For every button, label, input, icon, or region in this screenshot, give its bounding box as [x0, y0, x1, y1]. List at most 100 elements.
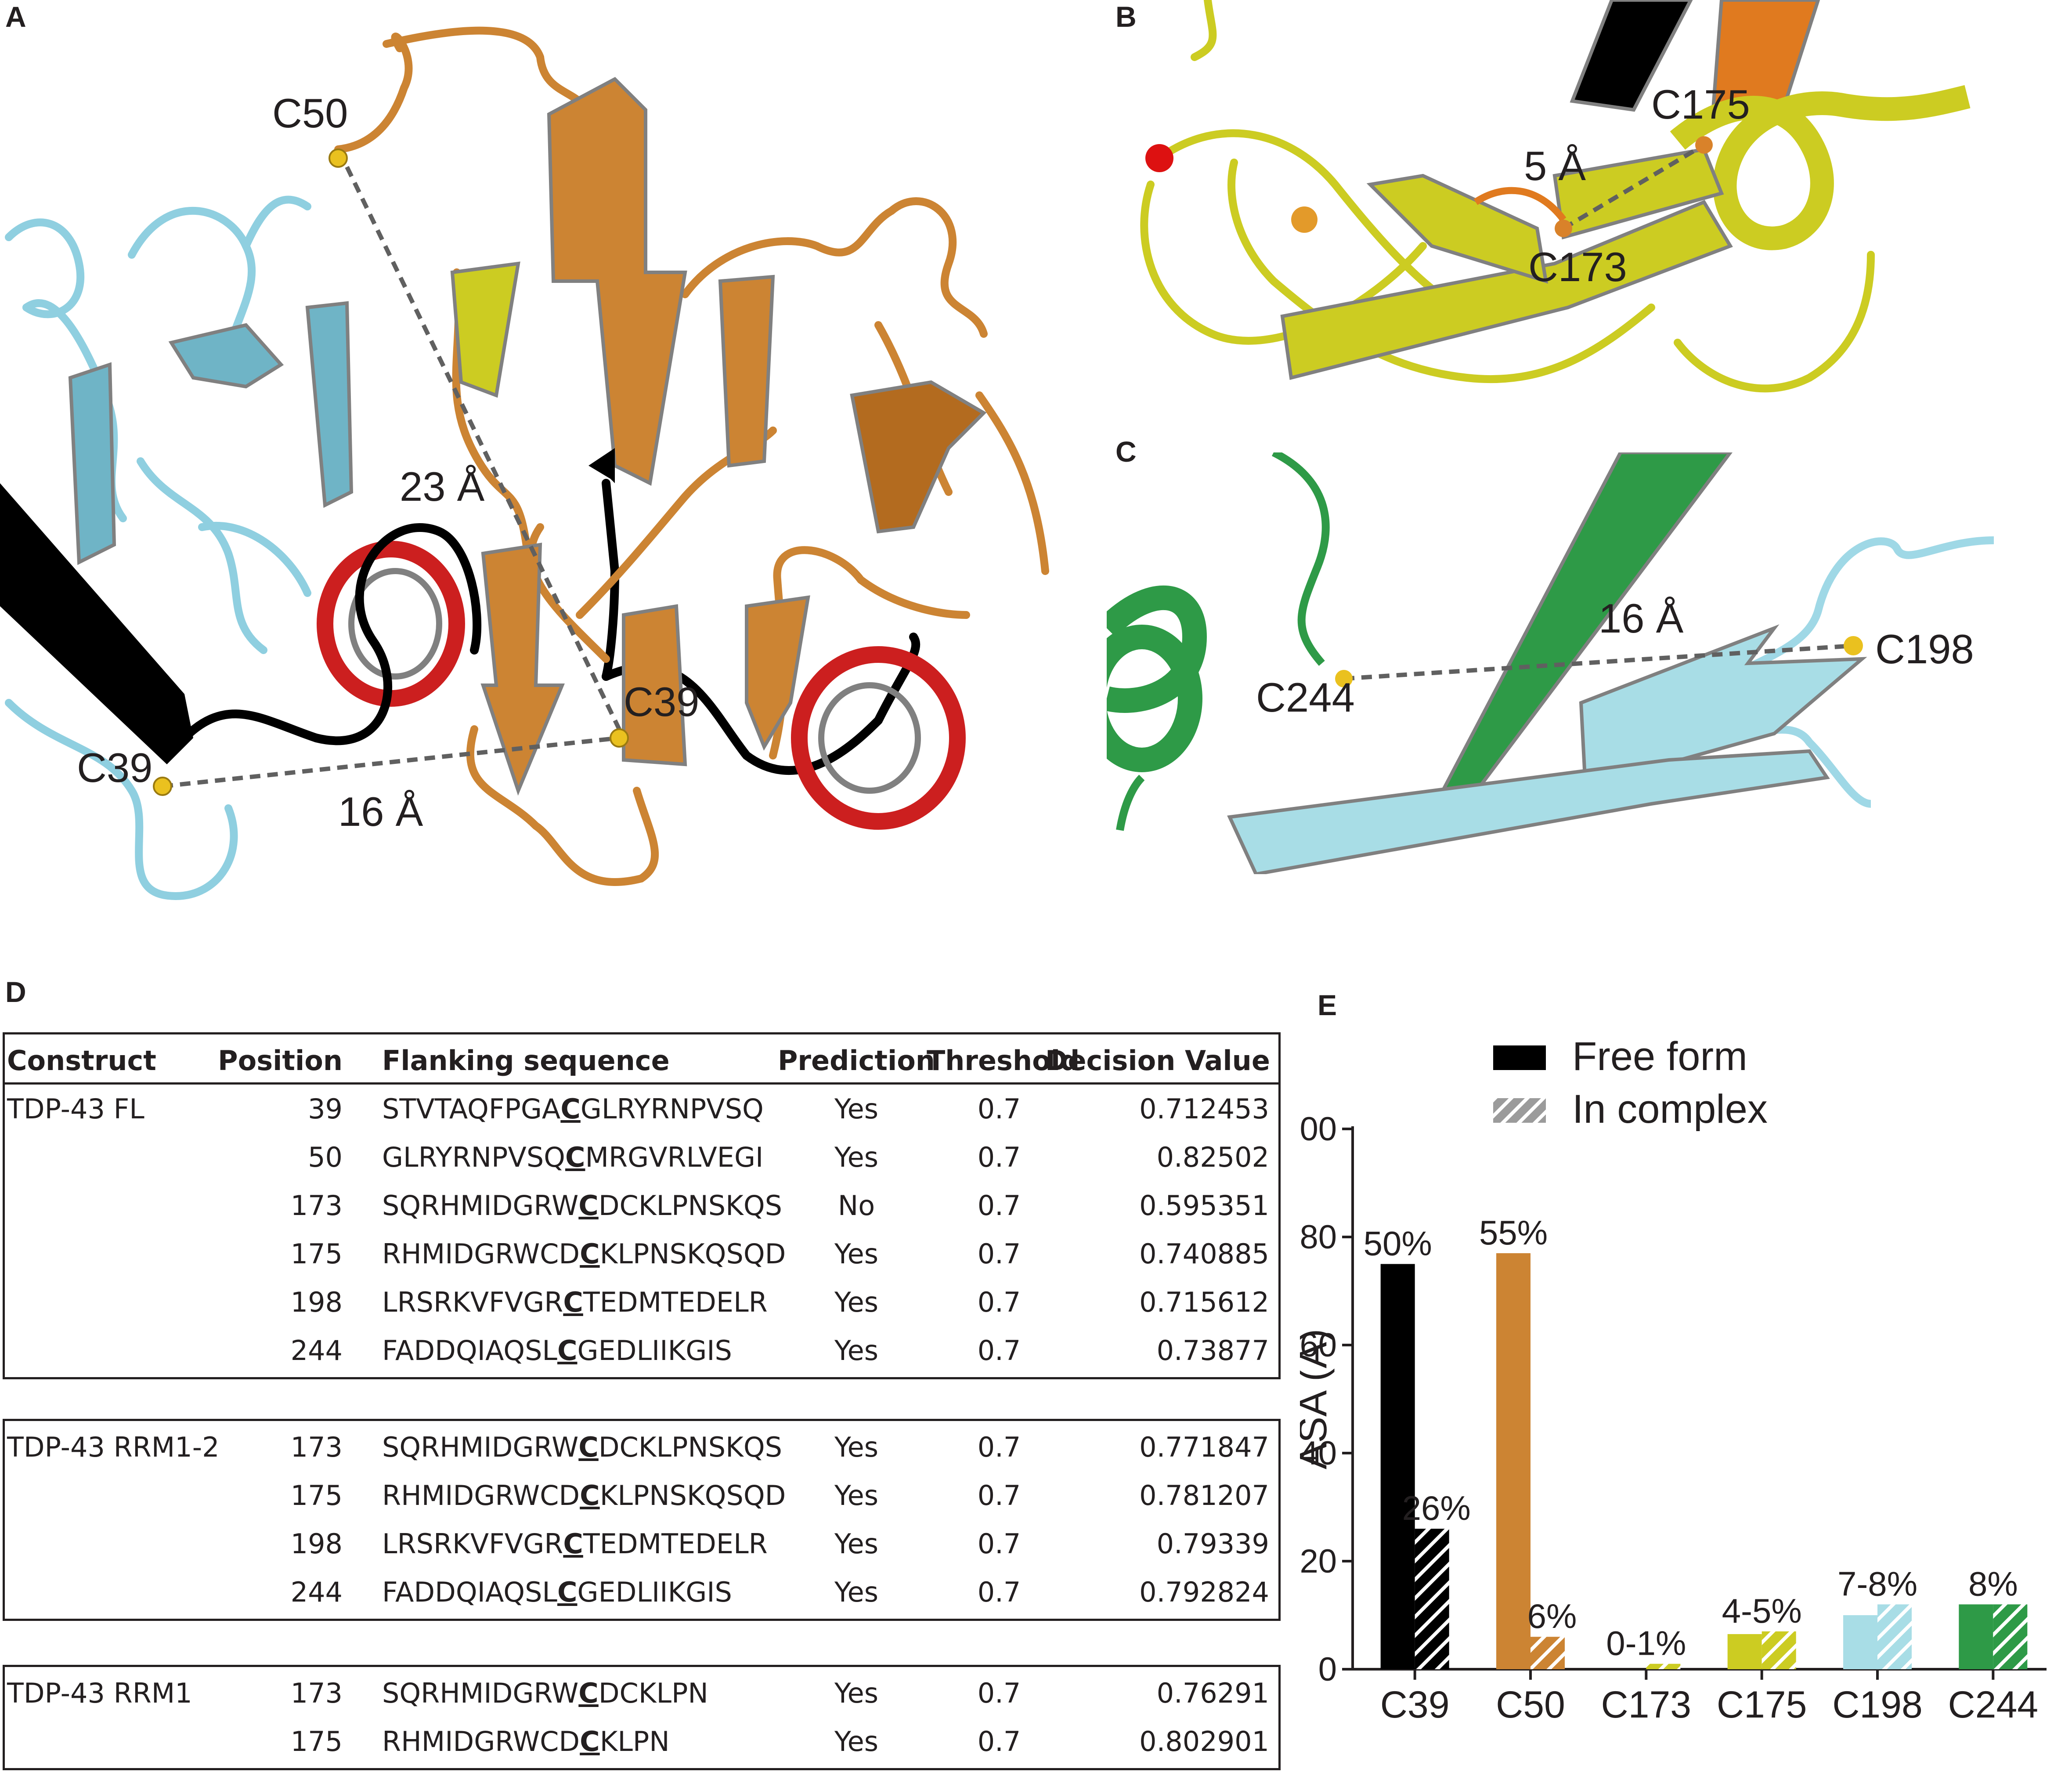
data-label: 7-8% — [1837, 1564, 1917, 1603]
legend-swatch-free-form — [1493, 1045, 1546, 1070]
prediction-cell: Yes — [834, 1141, 879, 1173]
table-group-box — [3, 1032, 1281, 1379]
decision-value-cell: 0.73877 — [1156, 1334, 1269, 1367]
panel-letter-d: D — [5, 976, 26, 1008]
decision-value-cell: 0.715612 — [1139, 1286, 1269, 1318]
yellow-sheets — [1280, 147, 1733, 380]
flanking-sequence-cell: RHMIDGRWCDCKLPNSKQSQD — [382, 1230, 786, 1278]
x-tick-label: C50 — [1496, 1684, 1565, 1726]
seq-cysteine: C — [557, 1334, 578, 1367]
prediction-cell: No — [837, 1190, 875, 1222]
threshold-cell: 0.7 — [977, 1479, 1021, 1512]
seq-cysteine: C — [557, 1576, 578, 1608]
c244-atom — [1335, 670, 1353, 687]
seq-suffix: DCKLPN — [598, 1677, 708, 1709]
seq-suffix: DCKLPNSKQS — [598, 1190, 782, 1222]
label-c244: C244 — [1256, 674, 1355, 720]
seq-suffix: KLPNSKQSQD — [599, 1238, 786, 1270]
bar-free-form — [1380, 1264, 1415, 1669]
decision-value-cell: 0.740885 — [1139, 1238, 1269, 1270]
legend-swatch-in-complex — [1493, 1098, 1546, 1123]
c175-atom — [1695, 136, 1713, 154]
distance-lines — [162, 166, 621, 788]
panel-letter-e: E — [1318, 989, 1337, 1021]
data-label: 26% — [1402, 1489, 1471, 1527]
y-tick-label: 20 — [1300, 1543, 1337, 1580]
construct-name: TDP-43 RRM1-2 — [7, 1431, 220, 1463]
position-cell: 244 — [290, 1576, 343, 1608]
position-cell: 198 — [290, 1286, 343, 1318]
seq-suffix: MRGVRLVEGI — [585, 1141, 764, 1173]
table-row: TDP-43 RRM1-2 173 SQRHMIDGRWCDCKLPNSKQS Yes… — [0, 1423, 1278, 1472]
y-tick-label: 60 — [1300, 1327, 1337, 1364]
bar-in-complex — [1762, 1631, 1796, 1669]
prediction-cell: Yes — [834, 1238, 879, 1270]
c173-atom — [1555, 220, 1572, 237]
seq-prefix: RHMIDGRWCD — [382, 1479, 580, 1512]
label-c173: C173 — [1528, 244, 1627, 290]
prediction-cell: Yes — [834, 1334, 879, 1367]
position-cell: 175 — [290, 1725, 343, 1758]
table-row: 175 RHMIDGRWCDCKLPN Yes 0.7 0.802901 — [0, 1718, 1278, 1766]
header-2: Flanking sequence — [382, 1045, 670, 1077]
table-row: 244 FADDQIAQSLCGEDLIIKGIS Yes 0.7 0.792824 — [0, 1568, 1278, 1616]
green-helix — [1107, 585, 1207, 772]
header-4: Threshold — [927, 1045, 1080, 1077]
threshold-cell: 0.7 — [977, 1190, 1021, 1222]
seq-suffix: TEDMTEDELR — [583, 1286, 768, 1318]
table-header-row: Construct Position Flanking sequence Predic… — [0, 1037, 1278, 1085]
decision-value-cell: 0.76291 — [1156, 1677, 1269, 1709]
flanking-sequence-cell: RHMIDGRWCDCKLPNSKQSQD — [382, 1472, 786, 1520]
rrm1-cyan-sheets — [0, 301, 354, 764]
position-cell: 50 — [308, 1141, 343, 1173]
y-tick-label: 0 — [1318, 1651, 1337, 1688]
y-tick-label: 40 — [1300, 1435, 1337, 1472]
bar-in-complex — [1877, 1604, 1912, 1669]
panel-c-structure: C244 C198 16 Å — [1107, 452, 1994, 874]
orange-atom — [1291, 206, 1318, 233]
distance-line-c — [1343, 644, 1854, 681]
label-16a: 16 Å — [338, 788, 423, 835]
decision-value-cell: 0.712453 — [1139, 1093, 1269, 1125]
rrm2-helix — [791, 646, 966, 830]
x-tick-label: C39 — [1380, 1684, 1450, 1726]
prediction-cell: Yes — [834, 1528, 879, 1560]
header-divider — [3, 1082, 1281, 1085]
position-cell: 173 — [290, 1677, 343, 1709]
data-label: 6% — [1527, 1597, 1577, 1635]
prediction-cell: Yes — [834, 1479, 879, 1512]
position-cell: 175 — [290, 1479, 343, 1512]
legend-label-free-form: Free form — [1572, 1034, 1747, 1079]
table-row: 244 FADDQIAQSLCGEDLIIKGIS Yes 0.7 0.73877 — [0, 1327, 1278, 1375]
threshold-cell: 0.7 — [977, 1677, 1021, 1709]
x-tick-label: C198 — [1832, 1684, 1923, 1726]
bar-in-complex — [1531, 1637, 1565, 1669]
seq-cysteine: C — [565, 1141, 585, 1173]
seq-prefix: LRSRKVFVGR — [382, 1528, 563, 1560]
data-label: 0-1% — [1606, 1624, 1686, 1663]
bar-in-complex — [1415, 1529, 1449, 1669]
position-cell: 175 — [290, 1238, 343, 1270]
seq-suffix: TEDMTEDELR — [583, 1528, 768, 1560]
data-label: 8% — [1968, 1564, 2018, 1603]
flanking-sequence-cell: FADDQIAQSLCGEDLIIKGIS — [382, 1327, 732, 1375]
decision-value-cell: 0.792824 — [1139, 1576, 1269, 1608]
label-c175: C175 — [1651, 81, 1750, 127]
seq-cysteine: C — [560, 1093, 581, 1125]
panel-letter-b: B — [1115, 0, 1137, 33]
panel-a-structure: C50 C39 C39 23 Å 16 Å — [0, 26, 1049, 900]
red-atom — [1145, 144, 1173, 172]
data-label: 55% — [1479, 1213, 1548, 1252]
header-5: Decision Value — [1045, 1045, 1270, 1077]
seq-prefix: SQRHMIDGRW — [382, 1190, 579, 1222]
distance-line-b — [1562, 143, 1705, 231]
seq-cysteine: C — [580, 1725, 600, 1758]
table-row: 198 LRSRKVFVGRCTEDMTEDELR Yes 0.7 0.79339 — [0, 1520, 1278, 1568]
asa-bar-chart: 0 20 40 60 80 100 ASA (Å) C39 50% 26% C50 55% 6% C173… — [1300, 1034, 2047, 1726]
threshold-cell: 0.7 — [977, 1238, 1021, 1270]
prediction-cell: Yes — [834, 1431, 879, 1463]
panel-letter-a: A — [5, 0, 26, 33]
seq-cysteine: C — [563, 1528, 583, 1560]
seq-suffix: GLRYRNPVSQ — [580, 1093, 764, 1125]
flanking-sequence-cell: RHMIDGRWCDCKLPN — [382, 1718, 670, 1766]
